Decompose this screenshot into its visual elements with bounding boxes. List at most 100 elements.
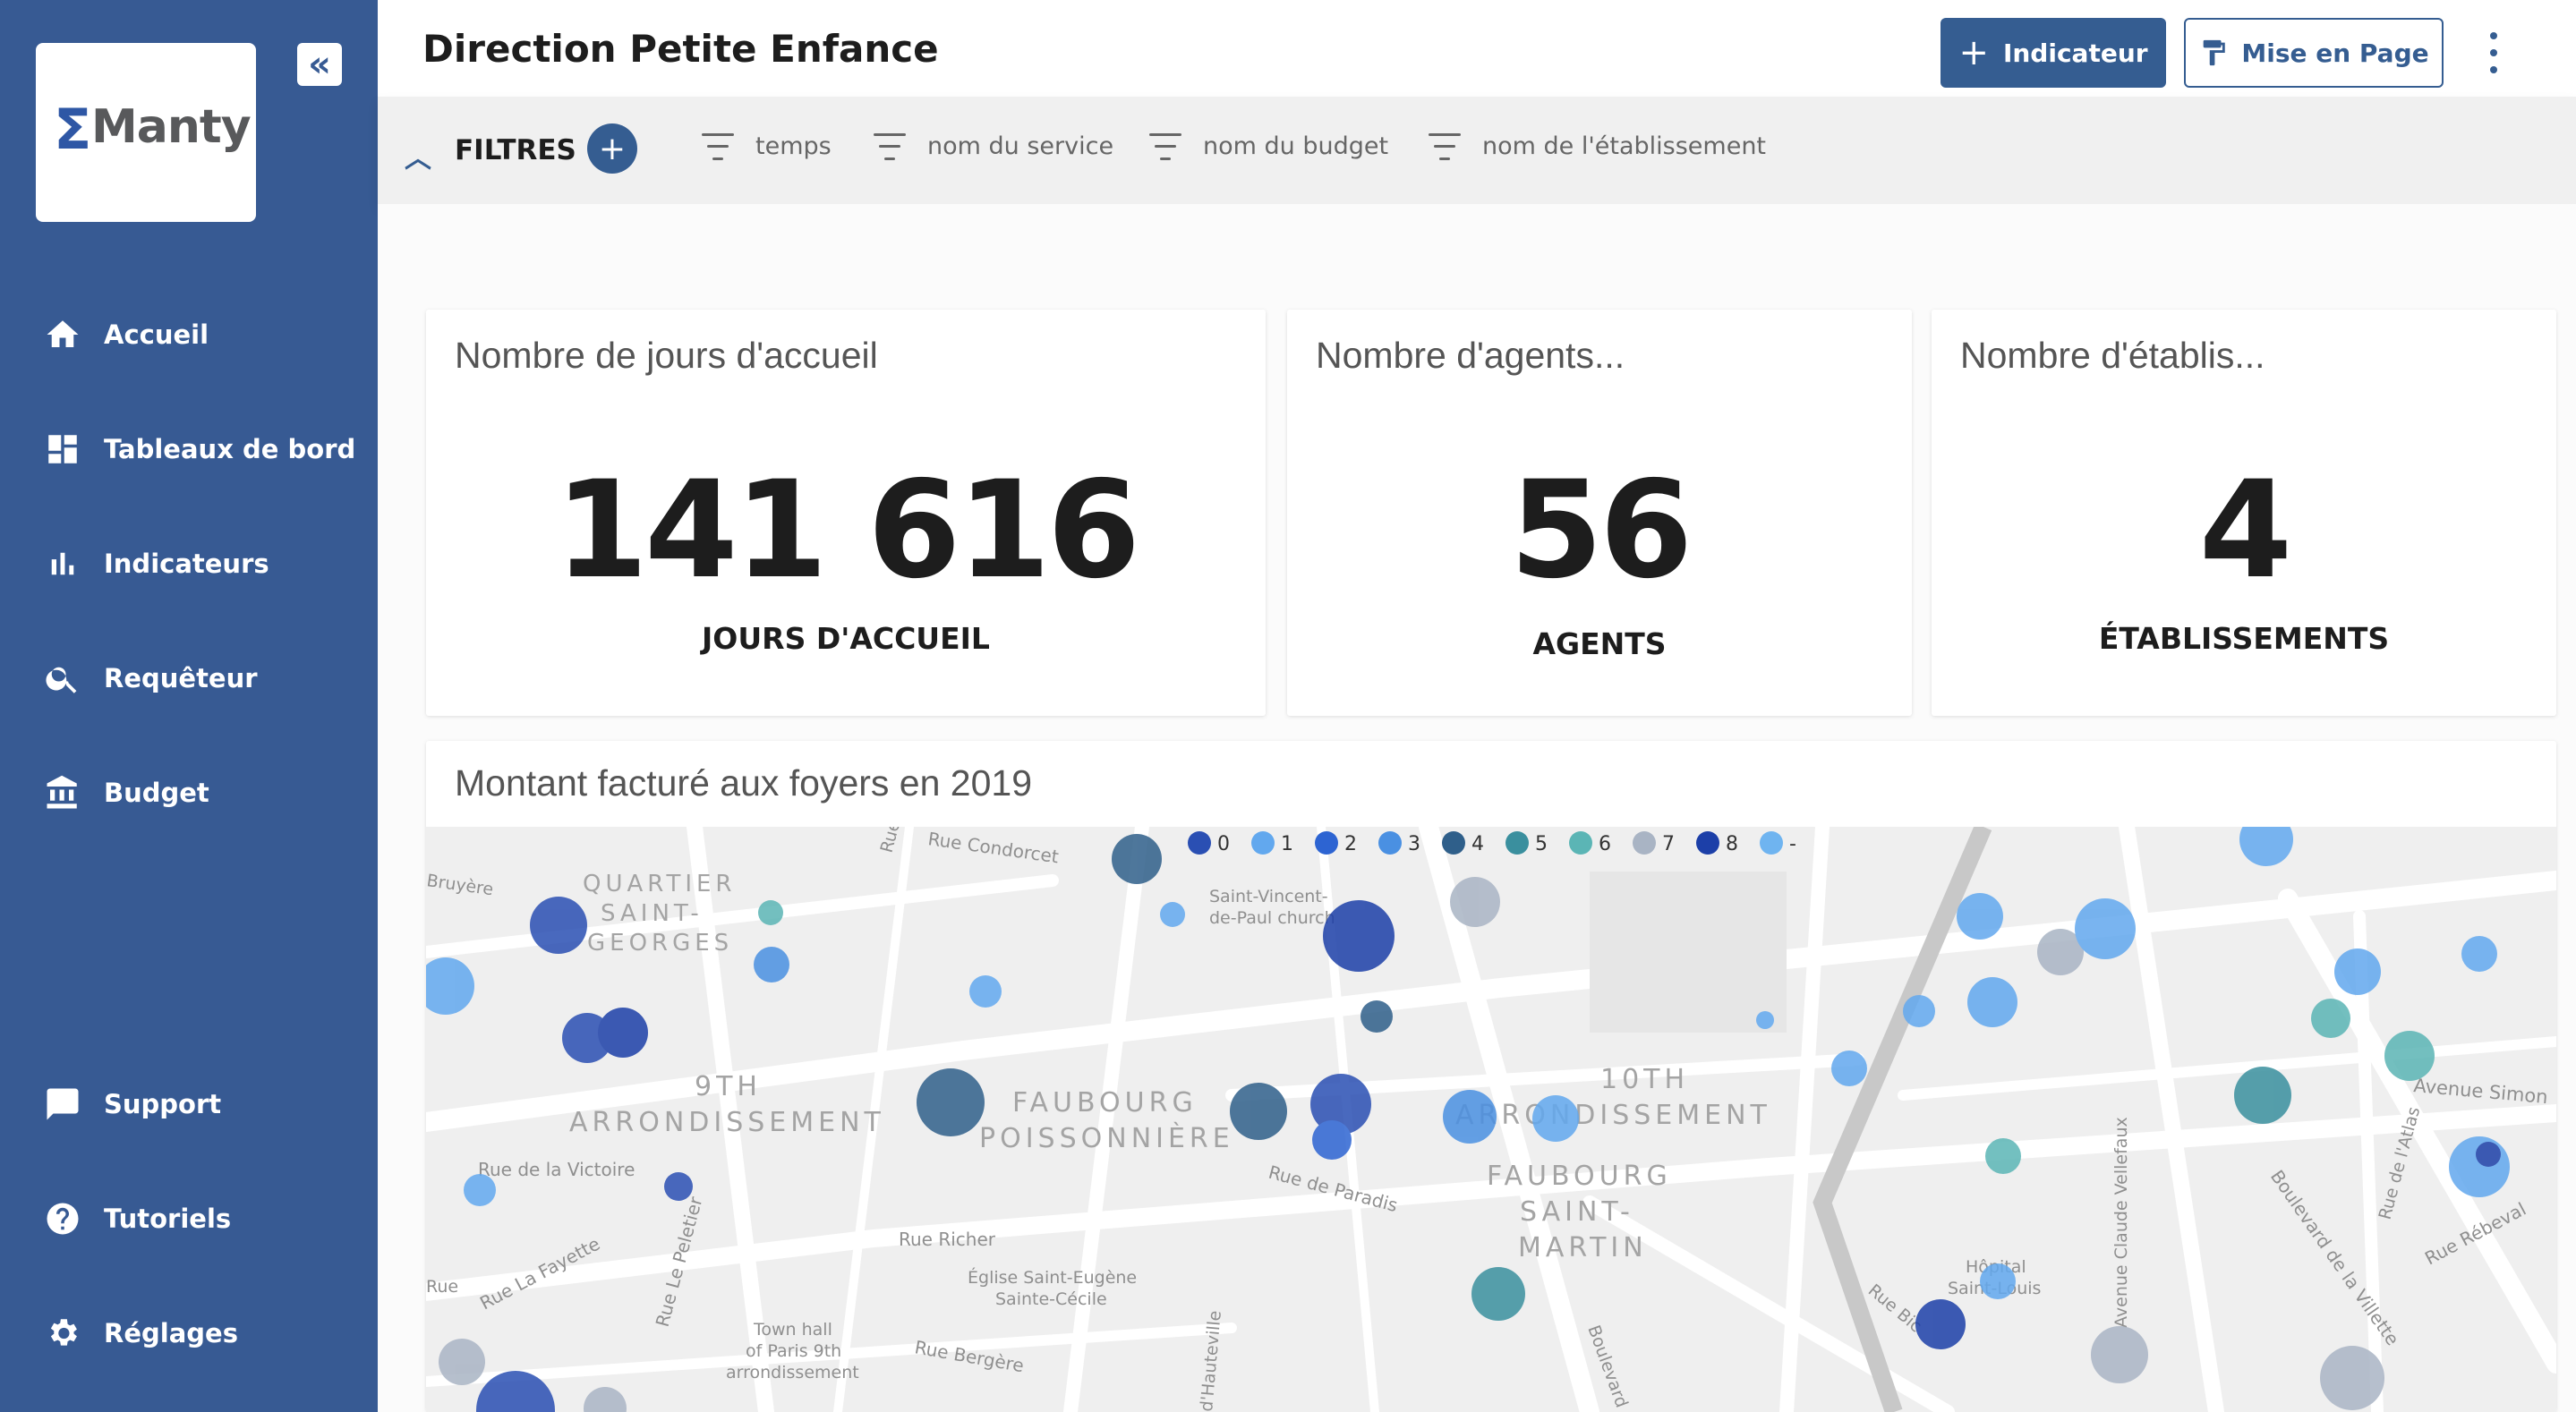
map-bubble[interactable] (1361, 1000, 1393, 1033)
map-bubble[interactable] (1967, 977, 2017, 1027)
mise-en-page-button[interactable]: Mise en Page (2184, 18, 2444, 88)
street-label: Saint-Vincent- (1209, 887, 1328, 906)
map-bubble[interactable] (2320, 1346, 2384, 1410)
map-bubble[interactable] (758, 900, 783, 925)
map-bubble[interactable] (2239, 827, 2293, 866)
map-bubble[interactable] (1831, 1050, 1867, 1086)
logo[interactable]: Σ Manty (36, 43, 256, 222)
nav-item-indicateurs[interactable]: Indicateurs (43, 537, 269, 591)
nav-item-label: Tutoriels (104, 1204, 232, 1234)
map-bubble[interactable] (1160, 902, 1185, 927)
chevron-up-icon[interactable]: ︿ (405, 143, 431, 174)
filter-icon (1147, 132, 1183, 160)
legend-item[interactable]: 1 (1251, 831, 1293, 855)
legend-item[interactable]: 3 (1378, 831, 1420, 855)
filter-chip-temps[interactable]: temps (700, 132, 832, 160)
map-bubble[interactable] (464, 1174, 496, 1206)
map-bubble[interactable] (1532, 1095, 1579, 1142)
map-bubble[interactable] (2334, 948, 2381, 995)
district-label: FAUBOURG (1012, 1087, 1198, 1119)
sidebar: Σ Manty « Accueil Tableaux de bord Indic… (0, 0, 378, 1412)
filter-chip-nom-du-service[interactable]: nom du service (872, 132, 1113, 160)
filter-chip-nom-du-budget[interactable]: nom du budget (1147, 132, 1388, 160)
mise-en-page-label: Mise en Page (2241, 38, 2429, 68)
map-bubble[interactable] (584, 1387, 627, 1412)
add-filter-button[interactable]: + (587, 123, 637, 174)
collapse-sidebar-button[interactable]: « (297, 43, 342, 86)
nav-item-accueil[interactable]: Accueil (43, 308, 209, 362)
map-bubble[interactable] (1312, 1120, 1352, 1160)
legend-item[interactable]: 0 (1188, 831, 1230, 855)
legend-label: 2 (1344, 833, 1357, 855)
map-bubble[interactable] (1980, 1263, 2016, 1299)
district-label: FAUBOURG (1487, 1161, 1672, 1192)
map-bubble[interactable] (1985, 1138, 2021, 1174)
map-bubble[interactable] (1112, 834, 1162, 884)
street-label: de-Paul church (1209, 908, 1335, 928)
nav-item-tableaux-de-bord[interactable]: Tableaux de bord (43, 422, 355, 476)
map-bubble[interactable] (917, 1068, 985, 1136)
legend-swatch (1378, 831, 1402, 855)
map-bubble[interactable] (439, 1339, 485, 1385)
map-bubble[interactable] (2449, 1136, 2510, 1197)
map-bubble[interactable] (1915, 1299, 1966, 1349)
nav-item-budget[interactable]: Budget (43, 766, 209, 820)
gear-icon (43, 1314, 82, 1353)
legend-label: 1 (1281, 833, 1293, 855)
legend-item[interactable]: 2 (1315, 831, 1357, 855)
legend-item[interactable]: 8 (1696, 831, 1738, 855)
more-options-icon[interactable] (2485, 32, 2503, 73)
filter-chip-nom-de-l-etablissement[interactable]: nom de l'établissement (1427, 132, 1766, 160)
legend-item[interactable]: 4 (1442, 831, 1484, 855)
map-bubble[interactable] (426, 957, 474, 1015)
map-bubble[interactable] (969, 975, 1002, 1008)
legend-item[interactable]: 6 (1569, 831, 1611, 855)
kpi-value: 4 (2198, 453, 2292, 608)
map-bubble[interactable] (1230, 1083, 1287, 1140)
map-bubble[interactable] (2461, 936, 2497, 972)
map-bubble[interactable] (2476, 1142, 2501, 1167)
kpi-title: Nombre d'établis... (1960, 335, 2265, 376)
map-bubble[interactable] (1756, 1011, 1774, 1029)
map-bubble[interactable] (2384, 1031, 2435, 1081)
map[interactable]: QUARTIER SAINT- GEORGES 9TH ARRONDISSEME… (426, 827, 2556, 1412)
map-bubble[interactable] (1471, 1267, 1525, 1321)
legend-item[interactable]: 5 (1506, 831, 1548, 855)
map-bubble[interactable] (754, 947, 789, 982)
map-bubble[interactable] (2037, 929, 2084, 975)
map-bubble[interactable] (476, 1371, 555, 1412)
map-bubble[interactable] (2311, 999, 2350, 1038)
kpi-value: 141 616 (554, 453, 1140, 608)
nav-item-requeteur[interactable]: Requêteur (43, 651, 258, 705)
map-bubble[interactable] (2091, 1326, 2148, 1383)
kpi-card-jours-accueil[interactable]: Nombre de jours d'accueil 141 616 JOURS … (426, 310, 1266, 716)
legend-swatch (1506, 831, 1529, 855)
nav-item-tutoriels[interactable]: Tutoriels (43, 1192, 231, 1246)
map-card[interactable]: Montant facturé aux foyers en 2019 (426, 741, 2556, 1412)
map-bubble[interactable] (1443, 1090, 1497, 1144)
map-bubble[interactable] (664, 1172, 693, 1201)
map-bubble[interactable] (1903, 995, 1935, 1027)
district-label: POISSONNIÈRE (979, 1122, 1234, 1154)
legend-swatch (1633, 831, 1656, 855)
filter-bar: ︿ FILTRES + temps nom du service nom du … (378, 97, 2576, 204)
legend-item[interactable]: - (1760, 831, 1796, 855)
filter-chip-label: nom du service (927, 132, 1114, 160)
nav-item-reglages[interactable]: Réglages (43, 1306, 238, 1360)
map-bubble[interactable] (598, 1008, 648, 1058)
filter-icon (1427, 132, 1463, 160)
kpi-card-agents[interactable]: Nombre d'agents... 56 AGENTS (1287, 310, 1912, 716)
map-bubble[interactable] (2234, 1067, 2291, 1124)
map-bubble[interactable] (1957, 893, 2003, 940)
map-bubble[interactable] (530, 897, 587, 954)
add-indicateur-button[interactable]: + Indicateur (1941, 18, 2166, 88)
map-bubble[interactable] (1310, 1074, 1371, 1135)
map-bubble[interactable] (2075, 898, 2136, 959)
map-bubble[interactable] (1323, 900, 1395, 972)
nav-item-support[interactable]: Support (43, 1077, 221, 1131)
kpi-card-etablissements[interactable]: Nombre d'établis... 4 ÉTABLISSEMENTS (1932, 310, 2556, 716)
legend-item[interactable]: 7 (1633, 831, 1675, 855)
kpi-label: ÉTABLISSEMENTS (2098, 621, 2390, 656)
map-bubble[interactable] (1450, 877, 1500, 927)
nav-item-label: Support (104, 1089, 222, 1119)
